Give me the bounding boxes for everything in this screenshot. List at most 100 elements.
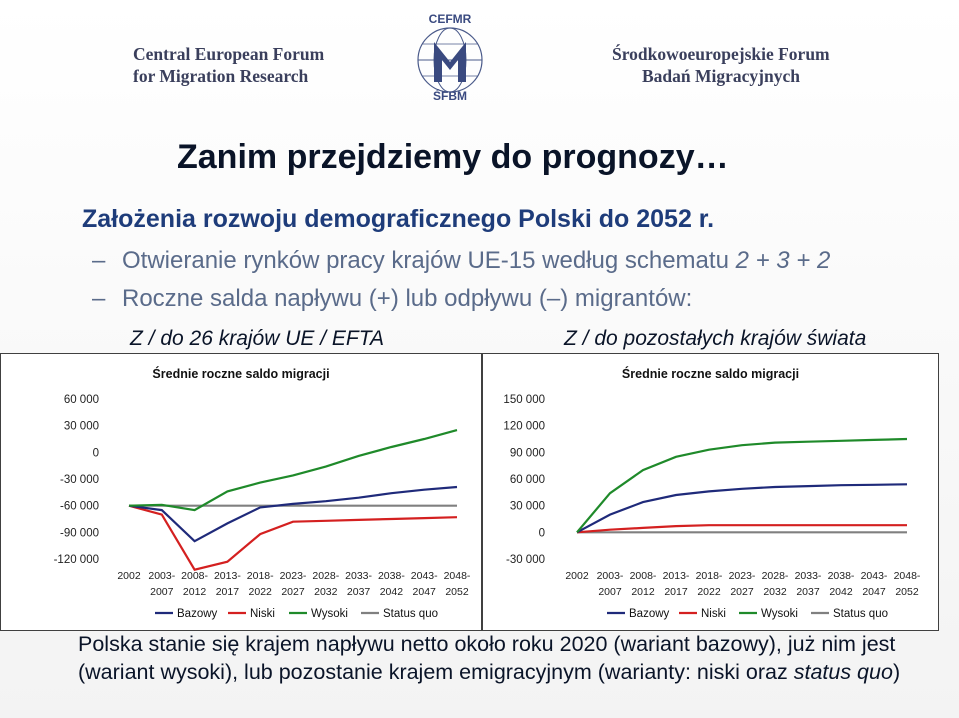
y-tick-label: -30 000 <box>60 474 99 486</box>
x-tick-label: 2048- <box>894 570 921 582</box>
legend-label: Niski <box>701 608 726 620</box>
series-line-wysoki <box>576 437 908 534</box>
x-tick-label: 2048- <box>444 570 471 582</box>
x-tick-label: 2007 <box>150 586 174 598</box>
legend-label: Bazowy <box>177 608 218 620</box>
x-tick-label: 2037 <box>796 586 820 598</box>
x-tick-label: 2018- <box>696 570 723 582</box>
legend-label: Status quo <box>383 608 438 620</box>
slide-title: Zanim przejdziemy do prognozy… <box>177 138 729 176</box>
bullet-item: – Otwieranie rynków pracy krajów UE-15 we… <box>92 247 831 274</box>
x-tick-label: 2038- <box>828 570 855 582</box>
header-right-line1: Środkowoeuropejskie Forum <box>612 44 830 64</box>
conclusion-body: Polska stanie się krajem napływu netto o… <box>78 632 896 684</box>
x-tick-label: 2008- <box>181 570 208 582</box>
legend-label: Niski <box>250 608 275 620</box>
bullet-emph: 2 + 3 + 2 <box>735 247 831 274</box>
bullet-dash: – <box>546 285 561 312</box>
y-tick-label: -60 000 <box>60 501 99 513</box>
x-tick-label: 2028- <box>312 570 339 582</box>
y-tick-label: 30 000 <box>510 501 545 513</box>
y-tick-label: 0 <box>93 447 99 459</box>
x-tick-label: 2027 <box>730 586 754 598</box>
conclusion-emph: status quo <box>793 660 893 684</box>
chart-eu-panel: Średnie roczne saldo migracji 60 000 30 00… <box>0 353 482 631</box>
x-tick-label: 2038- <box>378 570 405 582</box>
y-tick-label: 60 000 <box>510 474 545 486</box>
y-tick-label: -120 000 <box>54 554 99 566</box>
legend-label: Status quo <box>833 608 888 620</box>
panel-label-world: Z / do pozostałych krajów świata <box>564 327 867 350</box>
slide-subtitle: Założenia rozwoju demograficznego Polski… <box>82 205 715 233</box>
series-line-wysoki <box>128 429 458 512</box>
x-tick-label: 2018- <box>247 570 274 582</box>
x-tick-label: 2042 <box>829 586 853 598</box>
header-right-org-name: Środkowoeuropejskie Forum Badań Migracyj… <box>612 43 830 87</box>
x-tick-label: 2022 <box>249 586 273 598</box>
y-tick-label: 60 000 <box>64 394 99 406</box>
chart-title: Średnie roczne saldo migracji <box>152 366 329 381</box>
x-tick-label: 2043- <box>411 570 438 582</box>
y-tick-label: 90 000 <box>510 447 545 459</box>
chart-eu: Średnie roczne saldo migracji 60 000 30 00… <box>54 366 471 620</box>
x-tick-label: 2032 <box>763 586 787 598</box>
x-tick-label: 2003- <box>597 570 624 582</box>
x-tick-label: 2023- <box>729 570 756 582</box>
x-tick-label: 2033- <box>795 570 822 582</box>
x-tick-label: 2022 <box>697 586 721 598</box>
bullet-item: – Roczne salda napływu (+) lub odpływu (–… <box>92 285 693 312</box>
x-tick-label: 2013- <box>663 570 690 582</box>
x-tick-label: 2008- <box>630 570 657 582</box>
x-tick-label: 2043- <box>861 570 888 582</box>
y-tick-label: -90 000 <box>60 527 99 539</box>
x-tick-label: 2033- <box>345 570 372 582</box>
x-tick-label: 2032 <box>314 586 338 598</box>
header-right-line2: Badań Migracyjnych <box>642 66 800 86</box>
x-tick-label: 2012 <box>631 586 655 598</box>
legend-label: Bazowy <box>629 608 670 620</box>
x-tick-label: 2027 <box>281 586 305 598</box>
y-tick-label: 30 000 <box>64 421 99 433</box>
chart-world-panel: Średnie roczne saldo migracji 150 000 120 … <box>482 353 939 631</box>
x-tick-label: 2028- <box>762 570 789 582</box>
x-tick-label: 2007 <box>598 586 622 598</box>
x-tick-label: 2052 <box>445 586 469 598</box>
x-tick-label: 2013- <box>214 570 241 582</box>
conclusion-end: ) <box>892 660 901 684</box>
panel-label-eu: Z / do 26 krajów UE / EFTA <box>130 327 385 350</box>
series-line-bazowy <box>128 485 458 543</box>
x-tick-label: 2017 <box>216 586 240 598</box>
cefmr-logo: CEFMR ŚFBM <box>417 12 483 102</box>
x-tick-label: 2002 <box>117 570 141 582</box>
x-tick-label: 2047 <box>862 586 886 598</box>
x-tick-label: 2037 <box>347 586 371 598</box>
y-tick-label: 0 <box>539 527 545 539</box>
conclusion-text: Polska stanie się krajem napływu netto o… <box>78 630 938 686</box>
x-tick-label: 2042 <box>380 586 404 598</box>
bullet-text: Roczne salda napływu (+) lub odpływu ( <box>122 285 547 312</box>
series-line-bazowy <box>576 483 908 534</box>
series-line-niski <box>128 504 458 571</box>
logo-m-letter <box>434 42 466 82</box>
x-tick-label: 2002 <box>565 570 589 582</box>
x-tick-label: 2003- <box>148 570 175 582</box>
y-tick-label: 120 000 <box>503 421 545 433</box>
bullet-text: Otwieranie rynków pracy krajów UE-15 wed… <box>122 247 736 274</box>
logo-top-text: CEFMR <box>429 12 472 26</box>
legend-label: Wysoki <box>311 608 348 620</box>
header-left-line2: for Migration Research <box>133 66 309 86</box>
header-left-line1: Central European Forum <box>133 44 325 64</box>
y-tick-label: 150 000 <box>503 394 545 406</box>
bullet-text-end: ) migrantów: <box>560 285 693 312</box>
x-tick-label: 2017 <box>664 586 688 598</box>
y-tick-label: -30 000 <box>506 554 545 566</box>
series-line-niski <box>576 524 907 534</box>
legend-label: Wysoki <box>761 608 798 620</box>
x-tick-label: 2047 <box>413 586 437 598</box>
x-tick-label: 2012 <box>183 586 207 598</box>
chart-world: Średnie roczne saldo migracji 150 000 120 … <box>503 366 921 620</box>
x-tick-label: 2052 <box>895 586 919 598</box>
chart-title: Średnie roczne saldo migracji <box>622 366 799 381</box>
logo-bottom-text: ŚFBM <box>433 88 467 102</box>
header-left-org-name: Central European Forum for Migration Res… <box>133 43 324 87</box>
